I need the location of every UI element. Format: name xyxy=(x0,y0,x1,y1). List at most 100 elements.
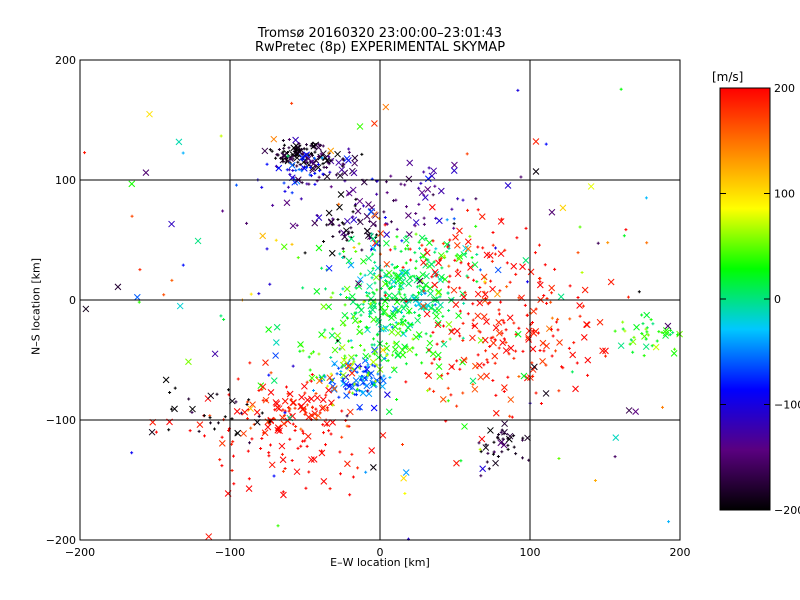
data-point-plus xyxy=(303,391,307,395)
data-point-plus xyxy=(249,426,253,430)
data-point-plus xyxy=(474,197,478,201)
data-point-plus xyxy=(398,292,402,296)
data-point-x xyxy=(289,222,297,230)
data-point-x xyxy=(196,421,204,428)
data-point-x xyxy=(501,384,508,391)
data-point-plus xyxy=(317,142,321,146)
data-point-plus xyxy=(404,329,408,333)
data-point-plus xyxy=(231,454,235,458)
data-point-plus xyxy=(374,379,378,383)
data-point-x xyxy=(377,325,385,333)
data-point-plus xyxy=(494,246,498,250)
data-point-x xyxy=(427,304,435,312)
data-point-plus xyxy=(353,311,357,315)
data-point-plus xyxy=(221,209,225,213)
data-point-x xyxy=(372,239,379,247)
data-point-plus xyxy=(417,314,421,318)
data-point-plus xyxy=(301,286,305,290)
data-point-plus xyxy=(466,312,470,316)
data-point-plus xyxy=(190,410,194,414)
data-point-plus xyxy=(406,271,410,275)
data-point-plus xyxy=(621,327,625,331)
data-point-plus xyxy=(287,168,291,172)
data-point-x xyxy=(366,283,374,290)
data-point-plus xyxy=(497,346,501,350)
data-point-plus xyxy=(309,144,313,148)
data-point-plus xyxy=(230,469,234,473)
data-point-x xyxy=(612,434,620,441)
data-point-x xyxy=(268,461,276,469)
data-point-plus xyxy=(320,266,324,270)
data-point-x xyxy=(240,430,247,437)
data-point-plus xyxy=(405,244,409,248)
data-point-x xyxy=(308,456,315,464)
data-point-plus xyxy=(481,246,485,250)
data-point-plus xyxy=(404,247,408,251)
data-point-plus xyxy=(631,350,635,354)
data-point-plus xyxy=(440,374,444,378)
data-point-x xyxy=(460,293,468,301)
data-point-plus xyxy=(317,352,321,356)
data-point-x xyxy=(146,110,153,118)
data-point-plus xyxy=(452,217,456,221)
data-point-x xyxy=(391,346,399,353)
data-point-plus xyxy=(424,247,428,251)
data-point-x xyxy=(385,408,393,416)
data-point-x xyxy=(557,293,565,301)
data-point-plus xyxy=(476,208,480,212)
data-point-plus xyxy=(354,249,358,253)
data-point-plus xyxy=(442,254,446,258)
data-point-x xyxy=(379,431,387,439)
data-point-x xyxy=(507,344,515,352)
data-point-x xyxy=(175,138,183,146)
data-point-plus xyxy=(461,339,465,343)
data-point-plus xyxy=(447,285,451,289)
data-point-plus xyxy=(645,330,649,334)
data-point-x xyxy=(323,173,331,180)
data-point-x xyxy=(432,270,440,278)
data-point-plus xyxy=(388,323,392,327)
data-point-plus xyxy=(517,296,521,300)
data-point-plus xyxy=(300,169,304,173)
data-point-x xyxy=(342,381,350,388)
data-point-x xyxy=(412,219,420,226)
data-point-plus xyxy=(260,185,264,189)
data-point-plus xyxy=(550,291,554,295)
data-point-x xyxy=(471,261,479,269)
data-point-plus xyxy=(365,376,369,380)
data-point-x xyxy=(259,383,267,391)
data-point-plus xyxy=(303,251,307,255)
data-point-plus xyxy=(413,311,417,315)
chart-title-line1: Tromsø 20160320 23:00:00–23:01:43 xyxy=(257,26,503,41)
data-point-x xyxy=(343,227,350,235)
data-point-x xyxy=(434,321,442,329)
data-point-plus xyxy=(394,321,398,325)
data-point-plus xyxy=(438,357,442,361)
data-point-plus xyxy=(323,328,327,332)
data-point-x xyxy=(362,352,370,360)
data-point-plus xyxy=(247,477,251,481)
data-point-plus xyxy=(288,437,292,441)
data-point-x xyxy=(514,330,522,338)
data-point-plus xyxy=(301,151,305,155)
data-point-x xyxy=(401,343,408,351)
data-point-plus xyxy=(447,280,451,284)
data-point-plus xyxy=(352,245,356,249)
data-point-plus xyxy=(230,442,234,446)
colorbar xyxy=(719,87,771,511)
data-point-plus xyxy=(313,171,317,175)
data-point-plus xyxy=(554,349,558,353)
data-point-x xyxy=(340,356,348,364)
data-point-plus xyxy=(282,143,286,147)
data-point-plus xyxy=(310,406,314,410)
data-point-plus xyxy=(402,314,406,318)
data-point-x xyxy=(532,138,540,145)
data-point-x xyxy=(424,301,432,309)
data-point-plus xyxy=(463,291,467,295)
data-point-plus xyxy=(576,296,580,300)
data-point-plus xyxy=(372,272,376,276)
data-point-x xyxy=(405,212,412,219)
data-point-plus xyxy=(448,274,452,278)
data-point-plus xyxy=(456,197,460,201)
data-point-plus xyxy=(626,295,630,299)
